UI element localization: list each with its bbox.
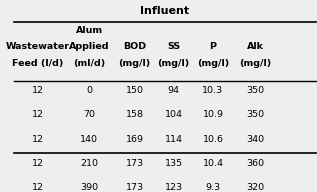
Text: 10.4: 10.4 [203, 159, 223, 168]
Text: 9.3: 9.3 [205, 183, 221, 192]
Text: 135: 135 [165, 159, 183, 168]
Text: Feed (l/d): Feed (l/d) [12, 59, 64, 68]
Text: 12: 12 [32, 135, 44, 144]
Text: 350: 350 [246, 86, 264, 95]
Text: 104: 104 [165, 110, 183, 119]
Text: 360: 360 [246, 159, 264, 168]
Text: (mg/l): (mg/l) [239, 59, 271, 68]
Text: 114: 114 [165, 135, 183, 144]
Text: 320: 320 [246, 183, 264, 192]
Text: 158: 158 [126, 110, 144, 119]
Text: 123: 123 [165, 183, 183, 192]
Text: 390: 390 [80, 183, 98, 192]
Text: 12: 12 [32, 86, 44, 95]
Text: 150: 150 [126, 86, 144, 95]
Text: 340: 340 [246, 135, 264, 144]
Text: 94: 94 [168, 86, 180, 95]
Text: 12: 12 [32, 183, 44, 192]
Text: 70: 70 [83, 110, 95, 119]
Text: Alk: Alk [247, 42, 264, 51]
Text: BOD: BOD [123, 42, 146, 51]
Text: 140: 140 [80, 135, 98, 144]
Text: Wastewater: Wastewater [6, 42, 70, 51]
Text: Influent: Influent [140, 6, 189, 16]
Text: (mg/l): (mg/l) [197, 59, 229, 68]
Text: 169: 169 [126, 135, 144, 144]
Text: 10.9: 10.9 [203, 110, 223, 119]
Text: Applied: Applied [69, 42, 109, 51]
Text: 10.6: 10.6 [203, 135, 223, 144]
Text: 173: 173 [126, 159, 144, 168]
Text: Alum: Alum [76, 26, 103, 35]
Text: P: P [210, 42, 217, 51]
Text: 12: 12 [32, 110, 44, 119]
Text: (mg/l): (mg/l) [118, 59, 151, 68]
Text: 0: 0 [86, 86, 92, 95]
Text: (mg/l): (mg/l) [158, 59, 190, 68]
Text: 12: 12 [32, 159, 44, 168]
Text: 350: 350 [246, 110, 264, 119]
Text: SS: SS [167, 42, 180, 51]
Text: 210: 210 [80, 159, 98, 168]
Text: (ml/d): (ml/d) [73, 59, 105, 68]
Text: 173: 173 [126, 183, 144, 192]
Text: 10.3: 10.3 [203, 86, 223, 95]
